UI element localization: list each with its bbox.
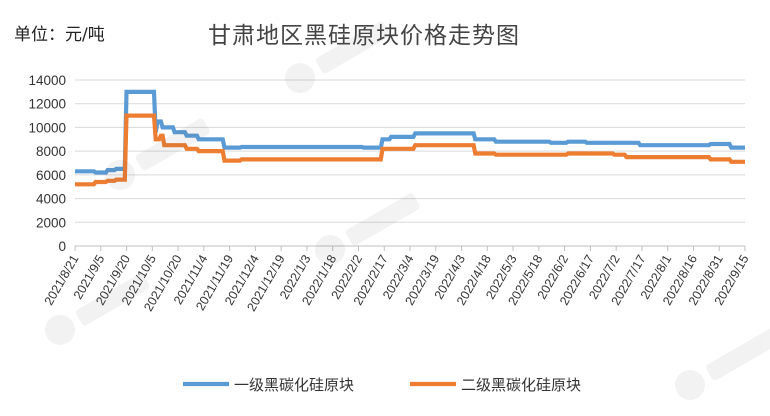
y-axis-ticks: 0 2000 4000 6000 8000 10000 12000 14000 <box>28 73 66 254</box>
y-tick-label: 10000 <box>28 120 66 135</box>
legend-item: 二级黑碳化硅原块 <box>410 376 581 394</box>
watermark-logo <box>105 118 210 190</box>
series-line-1 <box>75 89 745 175</box>
watermark-logo <box>285 21 390 93</box>
series-lines <box>75 89 745 187</box>
y-tick-label: 2000 <box>36 215 66 230</box>
y-tick-label: 0 <box>58 239 66 254</box>
legend-item: 一级黑碳化硅原块 <box>183 376 354 394</box>
x-tick-label: 2021/8/21 <box>42 252 82 307</box>
y-tick-label: 4000 <box>36 192 66 207</box>
x-axis <box>74 245 746 251</box>
chart-title: 甘肃地区黑硅原块价格走势图 <box>208 16 520 50</box>
watermark-logo <box>45 273 150 345</box>
gridlines <box>75 79 745 247</box>
legend-label: 二级黑碳化硅原块 <box>461 376 581 394</box>
y-tick-label: 8000 <box>36 144 66 159</box>
legend-label: 一级黑碳化硅原块 <box>234 376 354 394</box>
watermark-logo <box>315 193 420 265</box>
y-tick-label: 14000 <box>28 73 66 88</box>
y-tick-label: 12000 <box>28 97 66 112</box>
legend: 一级黑碳化硅原块 二级黑碳化硅原块 <box>183 376 581 394</box>
watermark-logo <box>675 328 770 400</box>
y-tick-label: 6000 <box>36 168 66 183</box>
series-line-2 <box>75 113 745 187</box>
watermark <box>45 21 770 400</box>
unit-label: 单位：元/吨 <box>14 25 105 45</box>
